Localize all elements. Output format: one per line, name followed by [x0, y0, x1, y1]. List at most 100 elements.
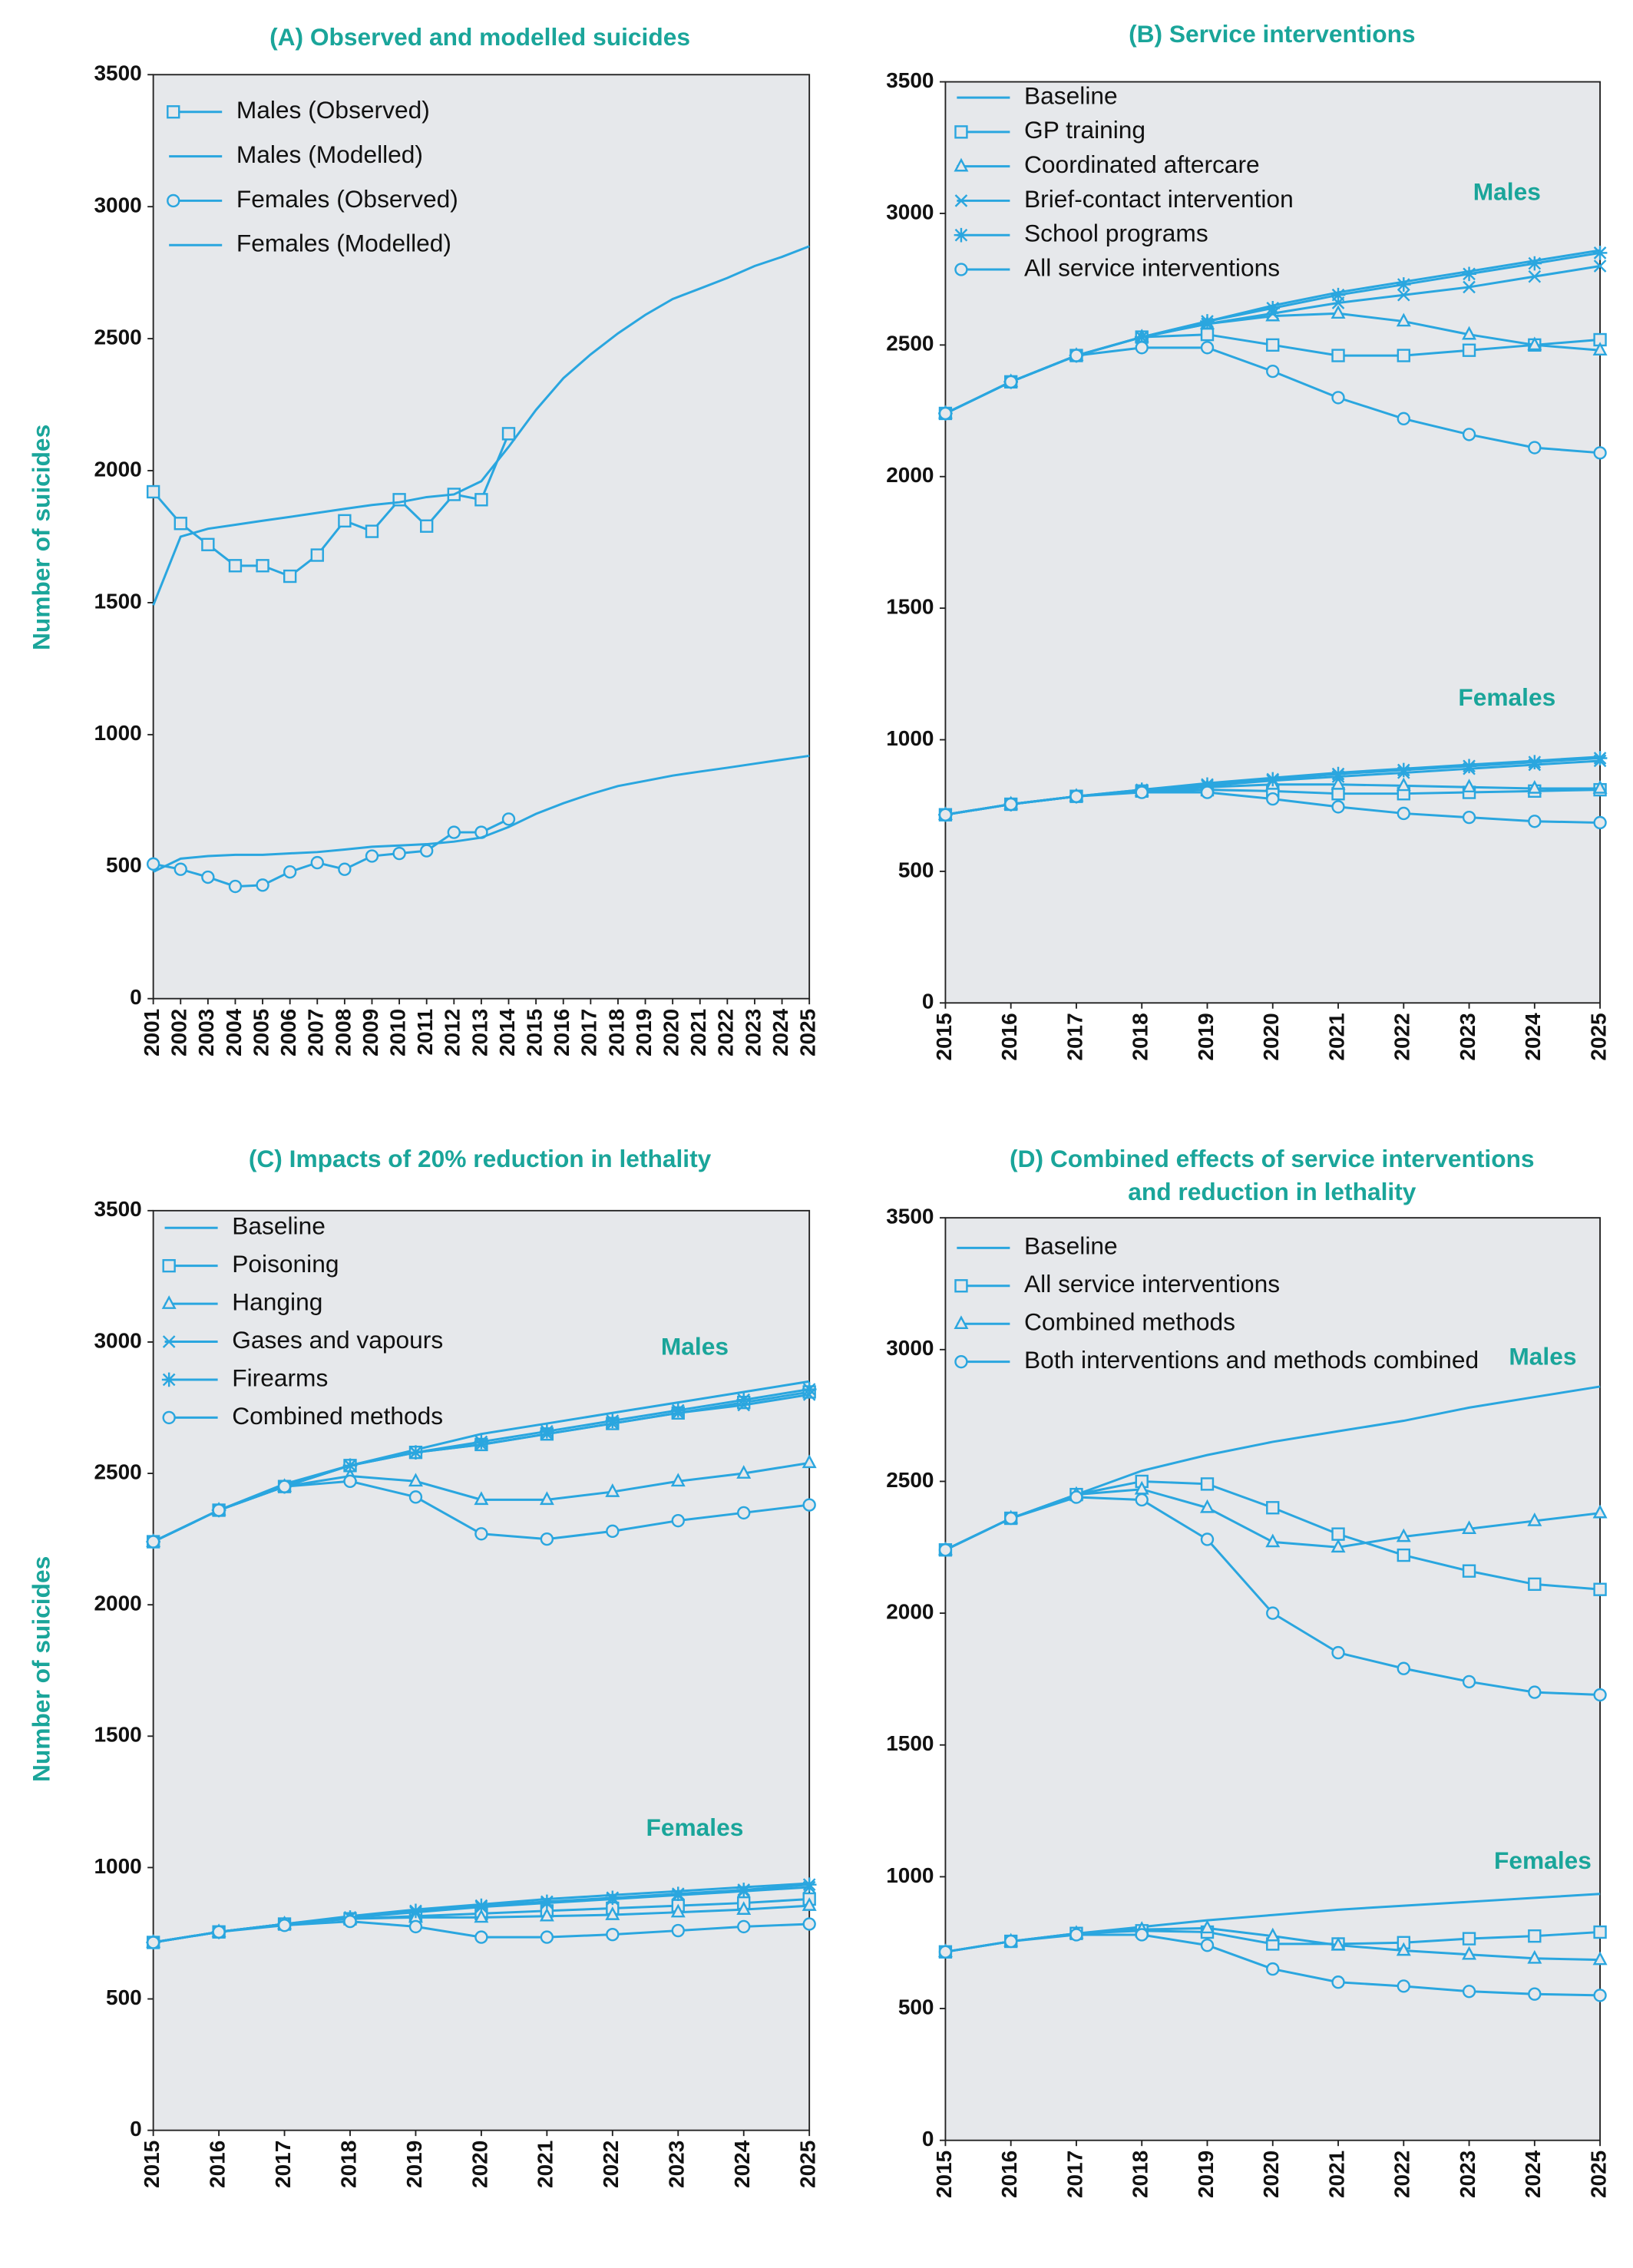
y-tick-label: 3500 [94, 61, 141, 85]
y-tick-label: 500 [106, 853, 142, 877]
point-marker [1200, 314, 1215, 329]
point-marker [474, 1491, 489, 1506]
y-tick-label: 1000 [94, 1854, 141, 1878]
point-marker [1265, 1533, 1281, 1548]
point-marker [1135, 785, 1149, 799]
x-tick-label: 2021 [1324, 2151, 1348, 2198]
point-marker [1331, 1975, 1345, 1989]
point-marker [1200, 1477, 1215, 1491]
point-marker [408, 1903, 423, 1919]
point-marker [277, 1479, 292, 1493]
x-tick-label: 2023 [665, 2141, 689, 2188]
x-tick-label: 2024 [1521, 1013, 1545, 1061]
x-tick-label: 2017 [271, 2141, 295, 2188]
x-tick-label: 2022 [1390, 2151, 1414, 2198]
legend-marker [954, 194, 968, 207]
x-tick-label: 2020 [1259, 2151, 1283, 2198]
y-tick-label: 2500 [94, 1460, 141, 1483]
x-tick-label: 2007 [304, 1009, 328, 1056]
point-marker [540, 1532, 554, 1546]
x-tick-label: 2020 [468, 2141, 491, 2188]
point-marker [1200, 1499, 1215, 1513]
point-marker [1331, 1936, 1346, 1951]
point-marker [1462, 1932, 1476, 1946]
x-tick-label: 2019 [1194, 2151, 1218, 2198]
point-marker [1331, 775, 1346, 790]
point-marker [1331, 800, 1345, 814]
point-marker [1397, 349, 1410, 362]
y-tick-label: 500 [898, 858, 934, 881]
point-marker [343, 1914, 357, 1929]
y-tick-label: 2500 [886, 332, 934, 355]
annotation: Females [1494, 1846, 1592, 1874]
point-marker [1462, 1564, 1476, 1578]
x-tick-label: 2024 [769, 1008, 792, 1056]
point-marker [1397, 1979, 1410, 1993]
legend-label: Gases and vapours [232, 1326, 443, 1354]
point-marker [1462, 1675, 1476, 1689]
point-marker [1265, 772, 1281, 787]
series-line [152, 245, 810, 606]
point-marker [1266, 1501, 1280, 1515]
x-tick-label: 2020 [659, 1009, 683, 1056]
legend-label: Baseline [232, 1212, 326, 1240]
point-marker [1462, 759, 1476, 774]
point-marker [606, 1524, 620, 1539]
point-marker [670, 1403, 686, 1418]
point-marker [1528, 1577, 1542, 1592]
x-tick-label: 2025 [1586, 2151, 1610, 2198]
point-marker [408, 1473, 423, 1487]
point-marker [1593, 1688, 1607, 1702]
point-marker [1528, 441, 1542, 455]
point-marker [146, 857, 160, 871]
legend-marker [162, 1335, 176, 1348]
point-marker [539, 1491, 554, 1506]
y-tick-label: 0 [922, 2127, 934, 2151]
y-tick-label: 0 [130, 2117, 142, 2141]
point-marker [1593, 1989, 1607, 2002]
y-tick-label: 2500 [886, 1468, 934, 1492]
point-marker [212, 1925, 226, 1939]
point-marker [1331, 391, 1345, 405]
point-marker [1397, 288, 1410, 302]
point-marker [1134, 329, 1149, 345]
point-marker [938, 1945, 953, 1959]
x-tick-label: 2021 [534, 2141, 557, 2188]
x-tick-label: 2019 [1194, 1013, 1218, 1060]
x-tick-label: 2001 [140, 1009, 164, 1056]
point-marker [1331, 1645, 1345, 1660]
point-marker [338, 514, 352, 528]
point-marker [146, 1936, 160, 1949]
legend-label: Baseline [1024, 1232, 1118, 1260]
legend-label: Baseline [1024, 81, 1118, 109]
point-marker [670, 1886, 686, 1901]
point-marker [1069, 789, 1083, 803]
point-marker [1462, 266, 1476, 282]
point-marker [670, 1903, 686, 1918]
legend-label: GP training [1024, 116, 1145, 144]
point-marker [1265, 1927, 1281, 1942]
legend-label: Hanging [232, 1288, 322, 1315]
point-marker [1592, 1951, 1608, 1965]
y-tick-label: 1500 [94, 589, 141, 613]
point-marker [802, 1917, 816, 1931]
point-marker [1463, 280, 1476, 294]
point-marker [1397, 1661, 1410, 1675]
point-marker [1527, 755, 1542, 769]
point-marker [606, 1928, 620, 1942]
legend-label: Females (Observed) [236, 185, 458, 213]
point-marker [408, 1919, 423, 1934]
point-marker [1396, 1942, 1411, 1956]
point-marker [420, 844, 434, 858]
point-marker [1397, 412, 1410, 426]
point-marker [1135, 1928, 1149, 1942]
x-tick-label: 2006 [276, 1009, 300, 1056]
point-marker [1004, 1934, 1018, 1949]
legend-label: Males (Observed) [236, 96, 430, 124]
point-marker [501, 427, 516, 441]
legend-label: Males (Modelled) [236, 141, 423, 168]
x-tick-label: 2025 [796, 2141, 820, 2188]
point-marker [1396, 277, 1411, 292]
point-marker [1462, 1985, 1476, 1999]
